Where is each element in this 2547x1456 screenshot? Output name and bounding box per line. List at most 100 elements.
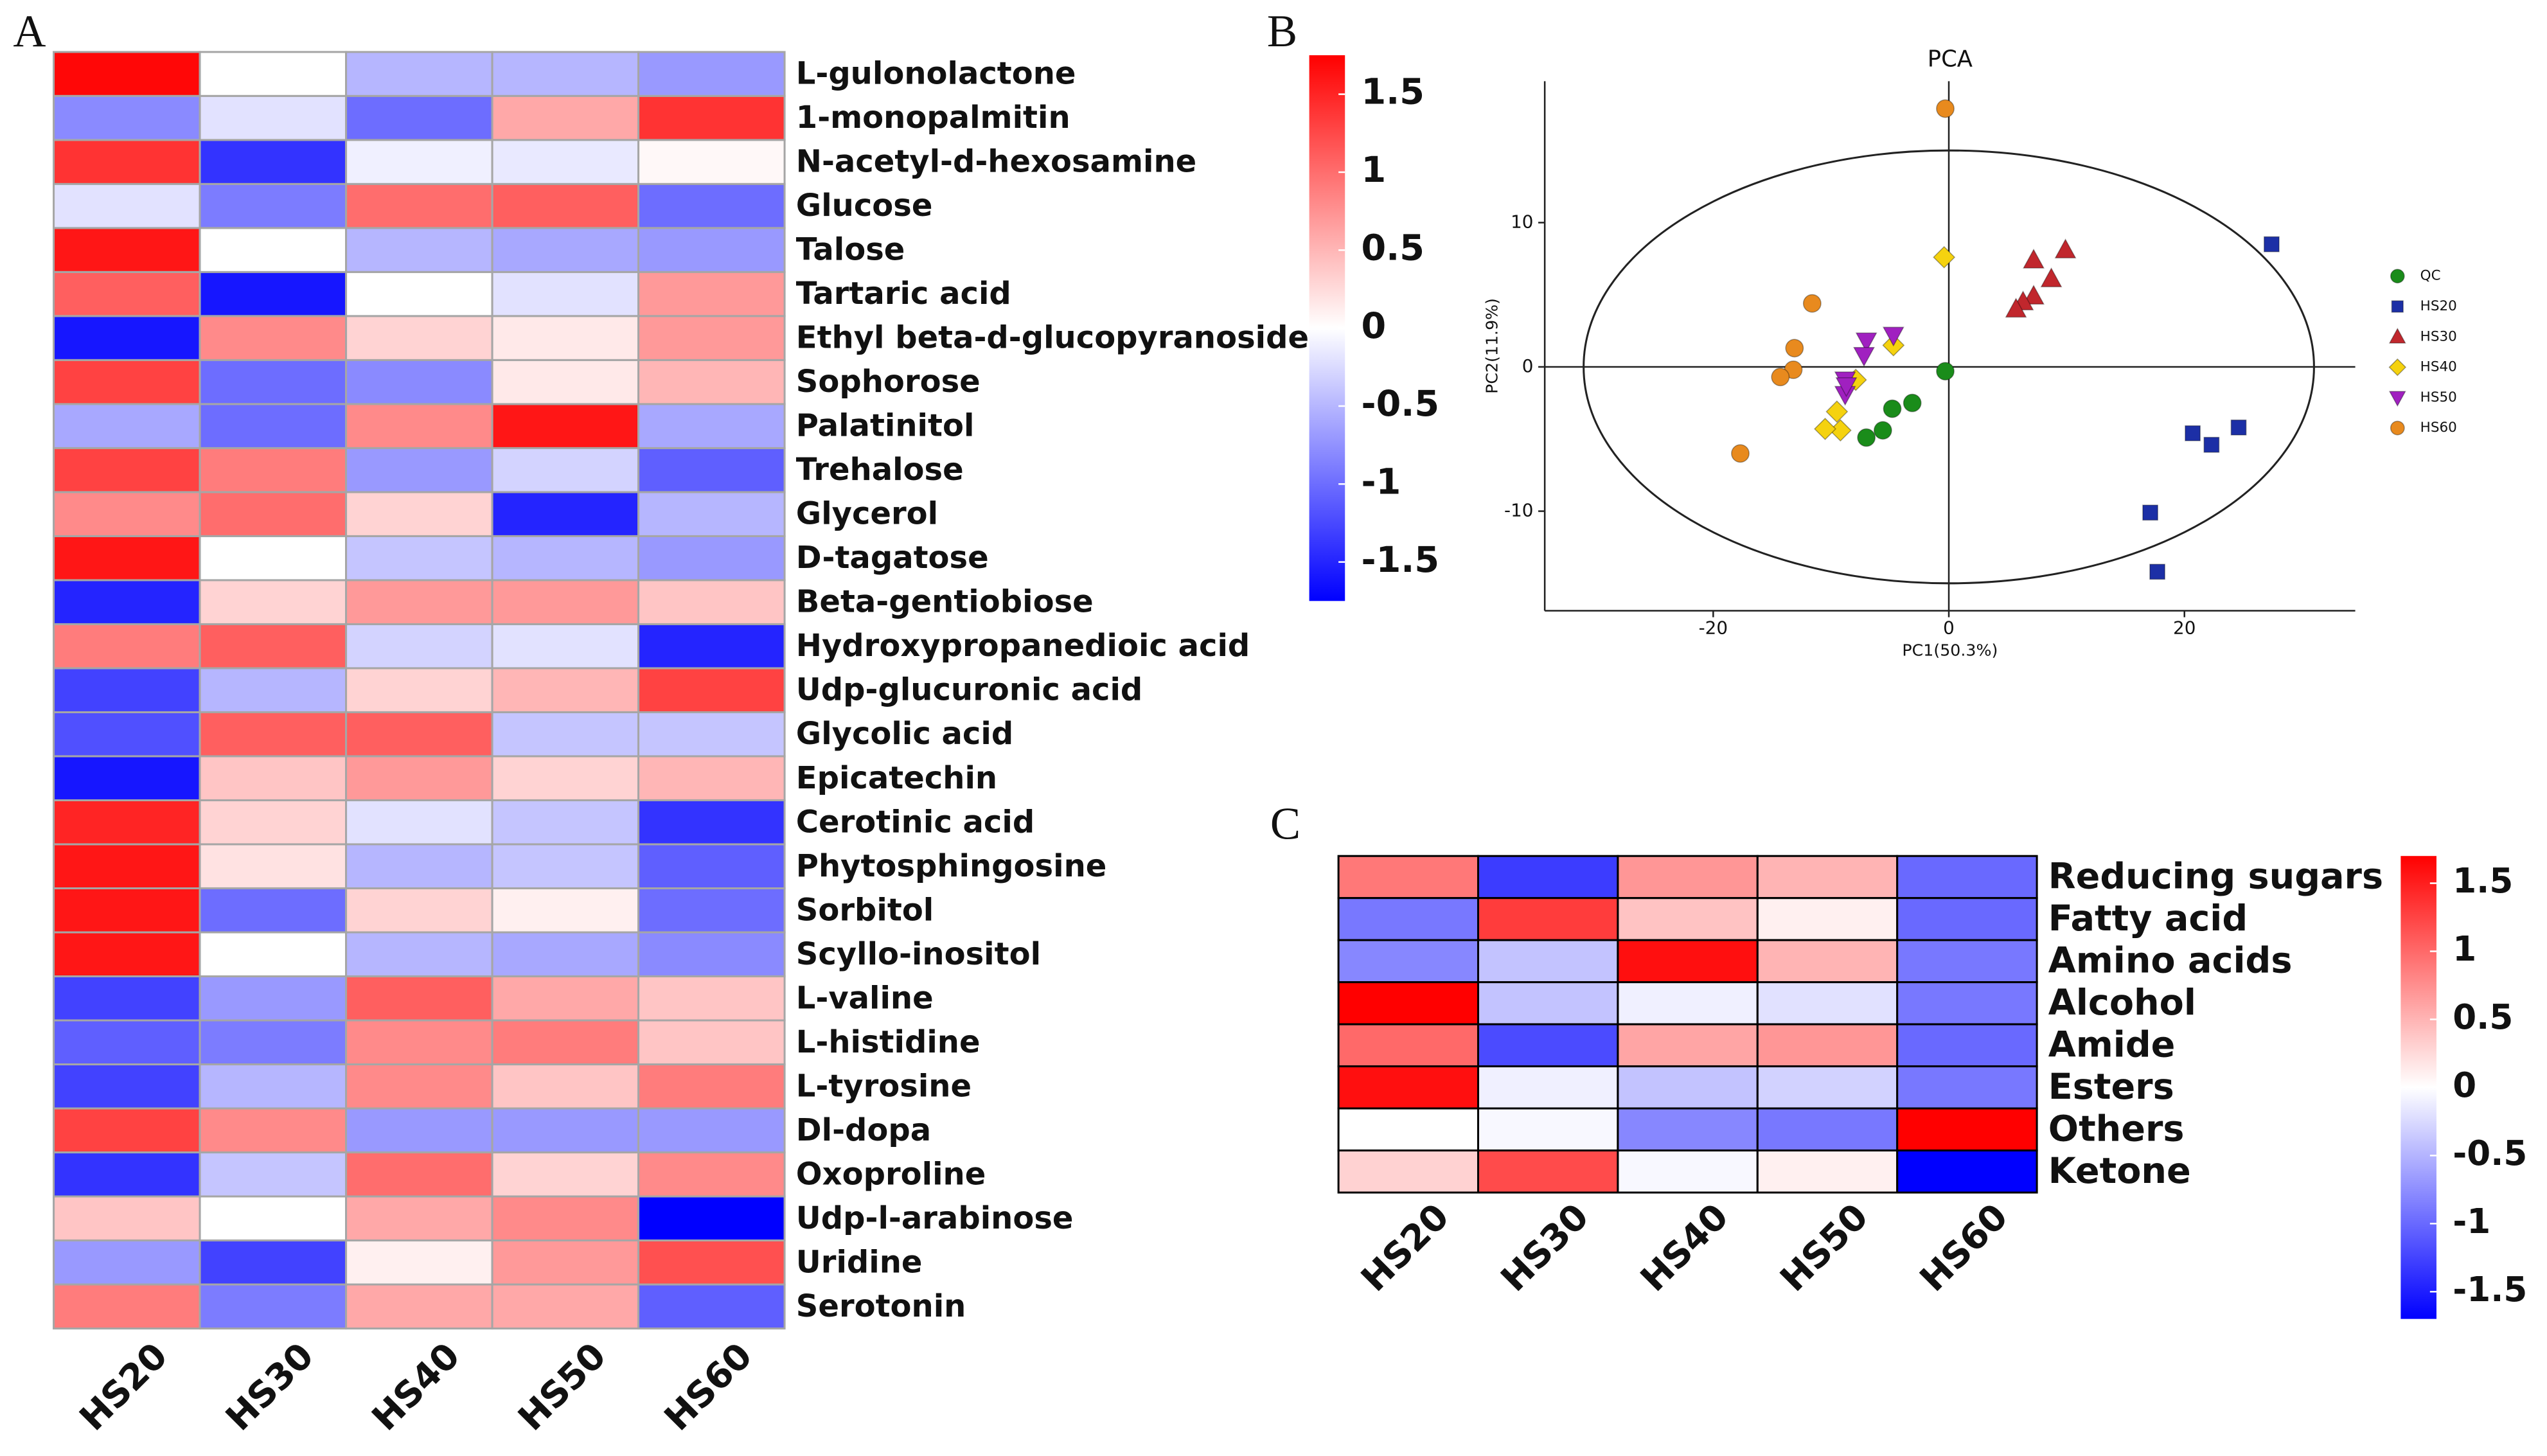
heatmap-cell xyxy=(637,623,786,670)
heatmap-cell xyxy=(1617,1107,1759,1152)
heatmap-cell xyxy=(637,931,786,978)
heatmap-cell xyxy=(53,799,201,846)
heatmap-cell xyxy=(637,94,786,141)
heatmap-cell xyxy=(1477,939,1619,984)
point xyxy=(2149,564,2165,580)
point xyxy=(1882,326,1904,347)
y-tick-label: 10 xyxy=(1511,211,1533,232)
heatmap-cell xyxy=(1756,939,1899,984)
colorbar-tick-label: 1.5 xyxy=(2453,861,2513,901)
legend-marker xyxy=(2390,420,2405,436)
heatmap-cell xyxy=(345,535,493,582)
heatmap-cell xyxy=(491,447,640,493)
heatmap-cell xyxy=(1617,1149,1759,1194)
heatmap-cell xyxy=(491,623,640,670)
heatmap-cell xyxy=(53,51,201,97)
heatmap-cell xyxy=(1337,1149,1480,1194)
heatmap-cell xyxy=(345,667,493,713)
row-label: L-tyrosine xyxy=(796,1068,972,1104)
heatmap-cell xyxy=(637,315,786,361)
point xyxy=(1903,393,1922,413)
heatmap-cell xyxy=(491,1151,640,1198)
point xyxy=(1936,362,1955,381)
row-label: Phytosphingosine xyxy=(796,848,1107,884)
heatmap-cell xyxy=(637,139,786,185)
heatmap-cell xyxy=(1477,1107,1619,1152)
row-label: Serotonin xyxy=(796,1288,966,1324)
row-label: Hydroxypropanedioic acid xyxy=(796,628,1250,664)
heatmap-cell xyxy=(491,887,640,934)
heatmap-cell xyxy=(199,755,348,802)
row-label: Esters xyxy=(2048,1066,2174,1108)
heatmap-cell xyxy=(199,94,348,141)
heatmap-cell xyxy=(53,1283,201,1330)
row-label: Palatinitol xyxy=(796,408,975,444)
heatmap-cell xyxy=(199,315,348,361)
heatmap-cell xyxy=(1756,897,1899,941)
point xyxy=(2203,436,2220,453)
row-label: Amino acids xyxy=(2048,940,2293,982)
heatmap-cell xyxy=(1896,1149,2038,1194)
heatmap-cell xyxy=(491,1283,640,1330)
heatmap-cell xyxy=(1337,1107,1480,1152)
row-label: N-acetyl-d-hexosamine xyxy=(796,144,1196,180)
heatmap-cell xyxy=(345,1283,493,1330)
heatmap-cell xyxy=(199,359,348,405)
heatmap-cell xyxy=(53,1107,201,1154)
heatmap-cell xyxy=(637,1239,786,1286)
heatmap-cell xyxy=(637,755,786,802)
panel-label: C xyxy=(1270,799,1300,849)
heatmap-cell xyxy=(491,491,640,537)
heatmap-cell xyxy=(199,975,348,1022)
heatmap-cell xyxy=(637,667,786,713)
heatmap-cell xyxy=(53,1195,201,1242)
heatmap-cell xyxy=(491,667,640,713)
heatmap-cell xyxy=(637,182,786,229)
heatmap-cell xyxy=(637,579,786,625)
row-label: Amide xyxy=(2048,1024,2176,1065)
heatmap-cell xyxy=(345,1195,493,1242)
row-label: Trehalose xyxy=(796,452,964,488)
heatmap-cell xyxy=(637,227,786,273)
heatmap-cell xyxy=(491,359,640,405)
column-label: HS60 xyxy=(1912,1196,2016,1300)
heatmap-cell xyxy=(1477,1149,1619,1194)
heatmap-cell xyxy=(345,359,493,405)
heatmap-cell xyxy=(1617,939,1759,984)
point xyxy=(1933,245,1956,269)
chart-title: PCA xyxy=(1928,46,1973,73)
heatmap-cell xyxy=(53,315,201,361)
row-label: Glucose xyxy=(796,188,933,224)
row-label: 1-monopalmitin xyxy=(796,100,1070,136)
heatmap-cell xyxy=(199,843,348,890)
heatmap-cell xyxy=(491,139,640,185)
heatmap-cell xyxy=(637,1195,786,1242)
row-label: Reducing sugars xyxy=(2048,856,2383,898)
heatmap-cell xyxy=(345,887,493,934)
row-label: L-valine xyxy=(796,980,934,1016)
heatmap-cell xyxy=(345,227,493,273)
heatmap-cell xyxy=(637,1019,786,1066)
heatmap-cell xyxy=(53,227,201,273)
heatmap-cell xyxy=(345,403,493,449)
row-label: Others xyxy=(2048,1108,2185,1150)
legend-marker xyxy=(2388,391,2406,407)
colorbar-tick-label: 1 xyxy=(1362,149,1387,191)
heatmap-cell xyxy=(491,1019,640,1066)
heatmap-cell xyxy=(491,1063,640,1110)
heatmap-cell xyxy=(53,579,201,625)
heatmap-cell xyxy=(199,182,348,229)
heatmap-cell xyxy=(199,667,348,713)
heatmap-cell xyxy=(345,711,493,758)
heatmap-cell xyxy=(199,447,348,493)
heatmap-cell xyxy=(1896,981,2038,1025)
heatmap-cell xyxy=(345,139,493,185)
point xyxy=(2230,419,2247,436)
x-tick-label: 0 xyxy=(1943,617,1955,638)
x-tick-label: 20 xyxy=(2173,617,2196,638)
heatmap-cell xyxy=(345,579,493,625)
heatmap-cell xyxy=(345,271,493,317)
colorbar-tick-label: 0 xyxy=(2453,1065,2476,1105)
legend-marker xyxy=(2388,327,2406,344)
heatmap-cell xyxy=(1756,1149,1899,1194)
